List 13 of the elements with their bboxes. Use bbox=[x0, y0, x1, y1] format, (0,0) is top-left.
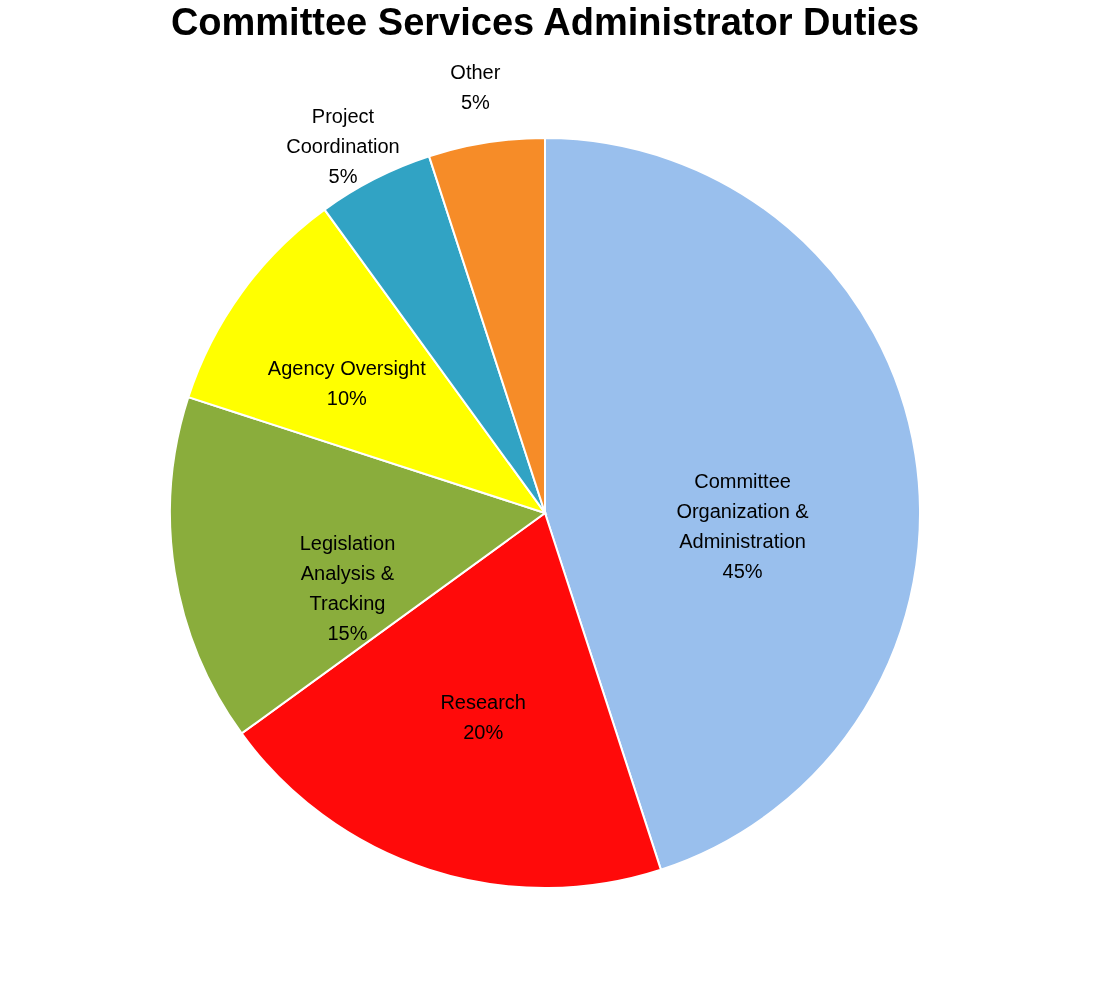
data-label: 5% bbox=[328, 164, 358, 187]
data-label: 20% bbox=[463, 721, 504, 744]
data-label: 5% bbox=[460, 91, 491, 114]
data-label: 45% bbox=[722, 559, 763, 582]
slice-label: Legislation Analysis & Tracking bbox=[299, 532, 396, 615]
data-label: 10% bbox=[326, 386, 368, 409]
slice-label: Project Coordination bbox=[286, 104, 400, 157]
chart-title: Committee Services Administrator Duties bbox=[170, 1, 920, 44]
slice-label: Other bbox=[450, 61, 501, 84]
slice-label: Committee Organization & Administration bbox=[676, 469, 810, 552]
slice-label: Research bbox=[440, 691, 526, 714]
data-label: 15% bbox=[327, 622, 368, 645]
slice-label: Agency Oversight bbox=[267, 356, 427, 379]
